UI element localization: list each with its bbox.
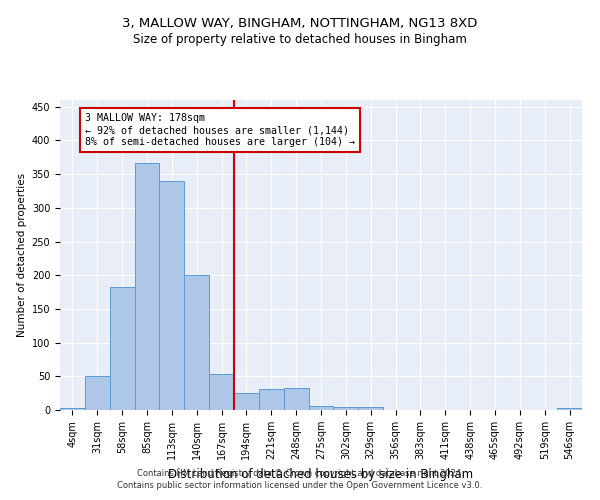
Bar	[110, 288, 134, 410]
Bar	[134, 162, 160, 410]
Text: Contains public sector information licensed under the Open Government Licence v3: Contains public sector information licen…	[118, 481, 482, 490]
Bar	[557, 408, 582, 410]
Text: Contains HM Land Registry data © Crown copyright and database right 2024.: Contains HM Land Registry data © Crown c…	[137, 468, 463, 477]
Bar	[60, 408, 85, 410]
Text: 3 MALLOW WAY: 178sqm
← 92% of detached houses are smaller (1,144)
8% of semi-det: 3 MALLOW WAY: 178sqm ← 92% of detached h…	[85, 114, 355, 146]
Y-axis label: Number of detached properties: Number of detached properties	[17, 173, 28, 337]
Bar	[308, 406, 334, 410]
X-axis label: Distribution of detached houses by size in Bingham: Distribution of detached houses by size …	[169, 468, 473, 480]
Bar	[209, 374, 234, 410]
Bar	[358, 406, 383, 410]
Bar	[334, 406, 358, 410]
Bar	[184, 275, 209, 410]
Text: Size of property relative to detached houses in Bingham: Size of property relative to detached ho…	[133, 32, 467, 46]
Text: 3, MALLOW WAY, BINGHAM, NOTTINGHAM, NG13 8XD: 3, MALLOW WAY, BINGHAM, NOTTINGHAM, NG13…	[122, 18, 478, 30]
Bar	[234, 393, 259, 410]
Bar	[160, 181, 184, 410]
Bar	[85, 376, 110, 410]
Bar	[284, 388, 308, 410]
Bar	[259, 389, 284, 410]
